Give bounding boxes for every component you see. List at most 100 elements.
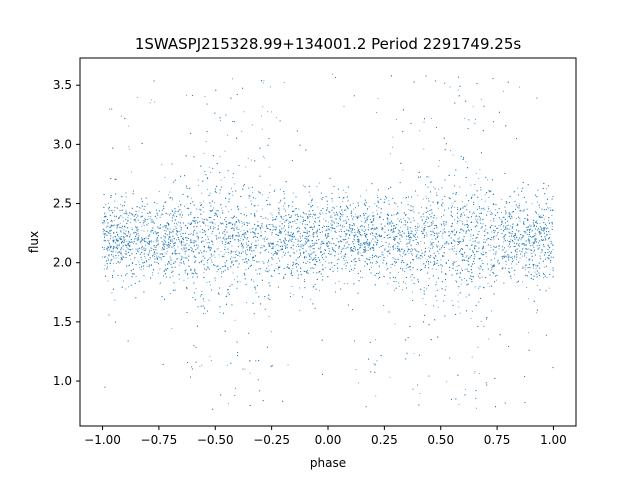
data-point: [528, 248, 530, 250]
data-point: [422, 198, 424, 200]
data-point: [205, 140, 207, 143]
data-point: [220, 207, 222, 209]
data-point: [232, 264, 234, 266]
data-point: [354, 261, 356, 263]
data-point: [261, 128, 263, 130]
data-point: [254, 216, 256, 218]
data-point: [203, 272, 205, 274]
data-point: [534, 232, 536, 234]
data-point: [427, 262, 430, 264]
data-point: [399, 240, 401, 242]
data-point: [417, 194, 419, 196]
data-point: [340, 253, 342, 255]
data-point: [331, 200, 333, 202]
data-point: [142, 268, 144, 270]
data-point: [255, 292, 257, 294]
data-point: [411, 248, 413, 250]
data-point: [234, 183, 236, 185]
data-point: [180, 255, 182, 257]
data-point: [522, 234, 524, 236]
data-point: [277, 257, 279, 259]
data-point: [184, 253, 186, 255]
data-point: [167, 213, 169, 215]
data-point: [212, 226, 215, 228]
data-point: [430, 117, 432, 119]
data-point: [279, 188, 281, 191]
data-point: [243, 222, 245, 224]
data-point: [130, 258, 132, 260]
data-point: [550, 222, 553, 224]
data-point: [203, 300, 205, 302]
data-point: [197, 184, 199, 186]
data-point: [182, 249, 184, 251]
data-point: [128, 146, 130, 148]
data-point: [220, 276, 223, 278]
data-point: [359, 276, 362, 278]
data-point: [511, 217, 513, 219]
data-point: [147, 235, 149, 237]
data-point: [374, 203, 376, 205]
data-point: [531, 242, 533, 244]
data-point: [134, 218, 137, 220]
data-point: [360, 195, 362, 197]
data-point: [543, 239, 545, 241]
data-point: [209, 355, 211, 357]
data-point: [440, 259, 442, 261]
data-point: [490, 246, 492, 248]
data-point: [497, 227, 499, 229]
data-point: [336, 238, 338, 240]
data-point: [268, 265, 270, 267]
data-point: [233, 251, 235, 253]
data-point: [353, 228, 356, 231]
data-point: [430, 234, 432, 236]
data-point: [104, 247, 106, 249]
data-point: [210, 359, 212, 361]
data-point: [408, 238, 410, 241]
data-point: [230, 208, 232, 210]
data-point: [252, 259, 254, 261]
data-point: [341, 256, 343, 258]
data-point: [504, 227, 507, 229]
data-point: [130, 171, 132, 173]
data-point: [183, 279, 185, 281]
data-point: [495, 254, 497, 256]
data-point: [270, 252, 272, 255]
data-point: [224, 150, 226, 152]
data-point: [139, 263, 141, 266]
data-point: [267, 237, 269, 239]
data-point: [433, 186, 435, 188]
data-point: [232, 257, 234, 259]
data-point: [482, 251, 484, 253]
data-point: [464, 224, 466, 226]
data-point: [136, 96, 138, 98]
data-point: [440, 268, 442, 270]
data-point: [140, 269, 142, 271]
data-point: [151, 240, 153, 242]
data-point: [120, 204, 122, 206]
data-point: [431, 242, 434, 244]
data-point: [256, 273, 258, 275]
data-point: [312, 223, 315, 225]
data-point: [461, 268, 463, 270]
data-point: [226, 364, 228, 366]
data-point: [179, 262, 181, 264]
data-point: [311, 216, 314, 218]
data-point: [126, 252, 128, 254]
data-point: [156, 203, 158, 205]
data-point: [143, 230, 145, 232]
data-point: [315, 257, 317, 259]
data-point: [390, 222, 392, 224]
data-point: [219, 237, 221, 239]
data-point: [455, 269, 457, 271]
data-point: [549, 233, 551, 235]
data-point: [186, 237, 188, 239]
data-point: [427, 198, 429, 200]
data-point: [358, 216, 360, 218]
data-point: [536, 312, 538, 314]
data-point: [128, 286, 130, 288]
data-point: [236, 250, 238, 252]
data-point: [291, 285, 293, 287]
data-point: [128, 214, 130, 217]
data-point: [256, 210, 258, 212]
data-point: [425, 232, 427, 234]
